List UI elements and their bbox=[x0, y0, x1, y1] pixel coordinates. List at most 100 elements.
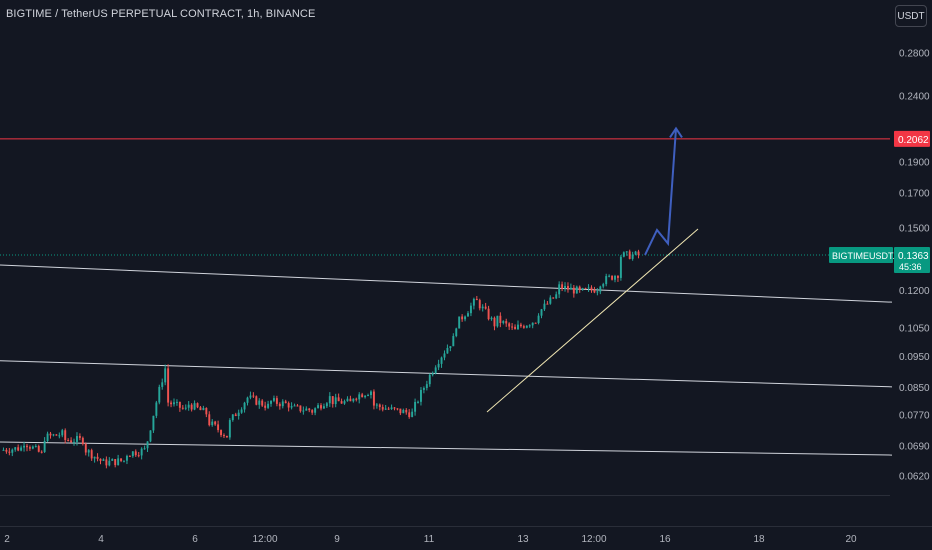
candle-body bbox=[272, 398, 275, 401]
candle-body bbox=[449, 346, 452, 349]
x-tick-label: 20 bbox=[845, 534, 857, 545]
x-tick-label: 13 bbox=[517, 534, 529, 545]
candle-body bbox=[128, 455, 131, 457]
candle-body bbox=[308, 408, 311, 411]
candle-body bbox=[173, 402, 175, 405]
projection-arrow-head bbox=[669, 126, 683, 138]
y-tick-label: 0.0950 bbox=[899, 352, 930, 363]
candle-body bbox=[361, 394, 364, 398]
candle-body bbox=[181, 407, 184, 409]
candle-body bbox=[302, 410, 305, 412]
candle-body bbox=[566, 285, 569, 290]
candle-body bbox=[317, 405, 320, 409]
candle-body bbox=[199, 407, 202, 411]
candle-body bbox=[120, 458, 123, 461]
candle-body bbox=[322, 406, 325, 409]
candle-body bbox=[228, 420, 231, 438]
candles bbox=[2, 249, 640, 469]
candle-body bbox=[334, 397, 337, 405]
candle-body bbox=[564, 285, 566, 289]
candle-body bbox=[258, 400, 261, 405]
candle-body bbox=[290, 406, 293, 408]
candle-body bbox=[393, 407, 396, 409]
candle-body bbox=[384, 408, 387, 410]
candle-body bbox=[590, 287, 593, 290]
candle-body bbox=[123, 460, 125, 462]
candle-body bbox=[205, 408, 208, 415]
y-tick-label: 0.1900 bbox=[899, 157, 930, 168]
candle-body bbox=[249, 395, 252, 398]
candle-body bbox=[217, 424, 220, 431]
candle-body bbox=[402, 409, 405, 414]
candle-body bbox=[593, 289, 596, 293]
candle-body bbox=[105, 459, 108, 466]
candle-body bbox=[49, 433, 52, 436]
candle-body bbox=[73, 441, 76, 443]
candle-body bbox=[193, 403, 196, 410]
candle-body bbox=[196, 403, 199, 408]
x-tick-label: 16 bbox=[659, 534, 671, 545]
candle-body bbox=[493, 317, 496, 327]
x-tick-label: 12:00 bbox=[252, 534, 277, 545]
candle-body bbox=[422, 388, 425, 390]
candle-body bbox=[549, 297, 552, 304]
candle-body bbox=[184, 407, 187, 409]
candle-body bbox=[461, 316, 464, 320]
candle-body bbox=[28, 447, 31, 449]
candle-body bbox=[64, 430, 67, 440]
candle-body bbox=[534, 322, 537, 324]
y-tick-label: 0.0690 bbox=[899, 441, 930, 452]
x-tick-label: 18 bbox=[753, 534, 765, 545]
candle-body bbox=[108, 460, 111, 466]
candle-body bbox=[211, 421, 214, 426]
candle-body bbox=[8, 451, 11, 453]
candle-body bbox=[40, 451, 43, 453]
candle-body bbox=[46, 433, 49, 441]
y-tick-label: 0.0770 bbox=[899, 411, 930, 422]
candle-body bbox=[419, 389, 422, 402]
candle-body bbox=[519, 324, 522, 327]
candle-body bbox=[31, 446, 34, 449]
candle-body bbox=[475, 298, 478, 301]
candle-body bbox=[508, 323, 511, 327]
candle-body bbox=[81, 437, 84, 444]
candle-body bbox=[202, 408, 205, 411]
candle-body bbox=[140, 448, 143, 456]
candle-body bbox=[370, 391, 372, 396]
candle-body bbox=[175, 401, 178, 403]
candle-body bbox=[469, 305, 472, 314]
candle-body bbox=[634, 251, 637, 255]
candle-body bbox=[243, 402, 246, 410]
candle-body bbox=[434, 367, 437, 374]
candle-body bbox=[11, 449, 14, 453]
currency-button[interactable]: USDT bbox=[895, 5, 927, 27]
candle-body bbox=[569, 287, 572, 290]
symbol-badge bbox=[829, 246, 893, 263]
candle-body bbox=[496, 315, 499, 327]
candle-body bbox=[146, 441, 149, 449]
candle-body bbox=[220, 430, 223, 436]
candle-body bbox=[164, 368, 167, 383]
candle-body bbox=[20, 447, 23, 451]
candle-body bbox=[231, 414, 234, 421]
candle-body bbox=[378, 404, 381, 408]
chart-title: BIGTIME / TetherUS PERPETUAL CONTRACT, 1… bbox=[6, 8, 316, 20]
candle-body bbox=[625, 251, 628, 253]
candle-body bbox=[134, 451, 137, 456]
candle-body bbox=[414, 401, 417, 412]
x-tick-label: 12:00 bbox=[581, 534, 606, 545]
candle-body bbox=[78, 436, 81, 438]
candle-body bbox=[375, 404, 378, 406]
candle-body bbox=[178, 401, 181, 408]
resistance-price-badge bbox=[894, 130, 930, 147]
candle-body bbox=[599, 286, 602, 292]
candle-body bbox=[343, 401, 346, 404]
trend-line bbox=[0, 441, 893, 456]
candle-body bbox=[240, 409, 243, 413]
candle-body bbox=[637, 251, 640, 255]
candle-body bbox=[381, 407, 384, 410]
candle-body bbox=[267, 403, 270, 408]
candle-body bbox=[502, 321, 505, 323]
candle-body bbox=[137, 455, 140, 457]
